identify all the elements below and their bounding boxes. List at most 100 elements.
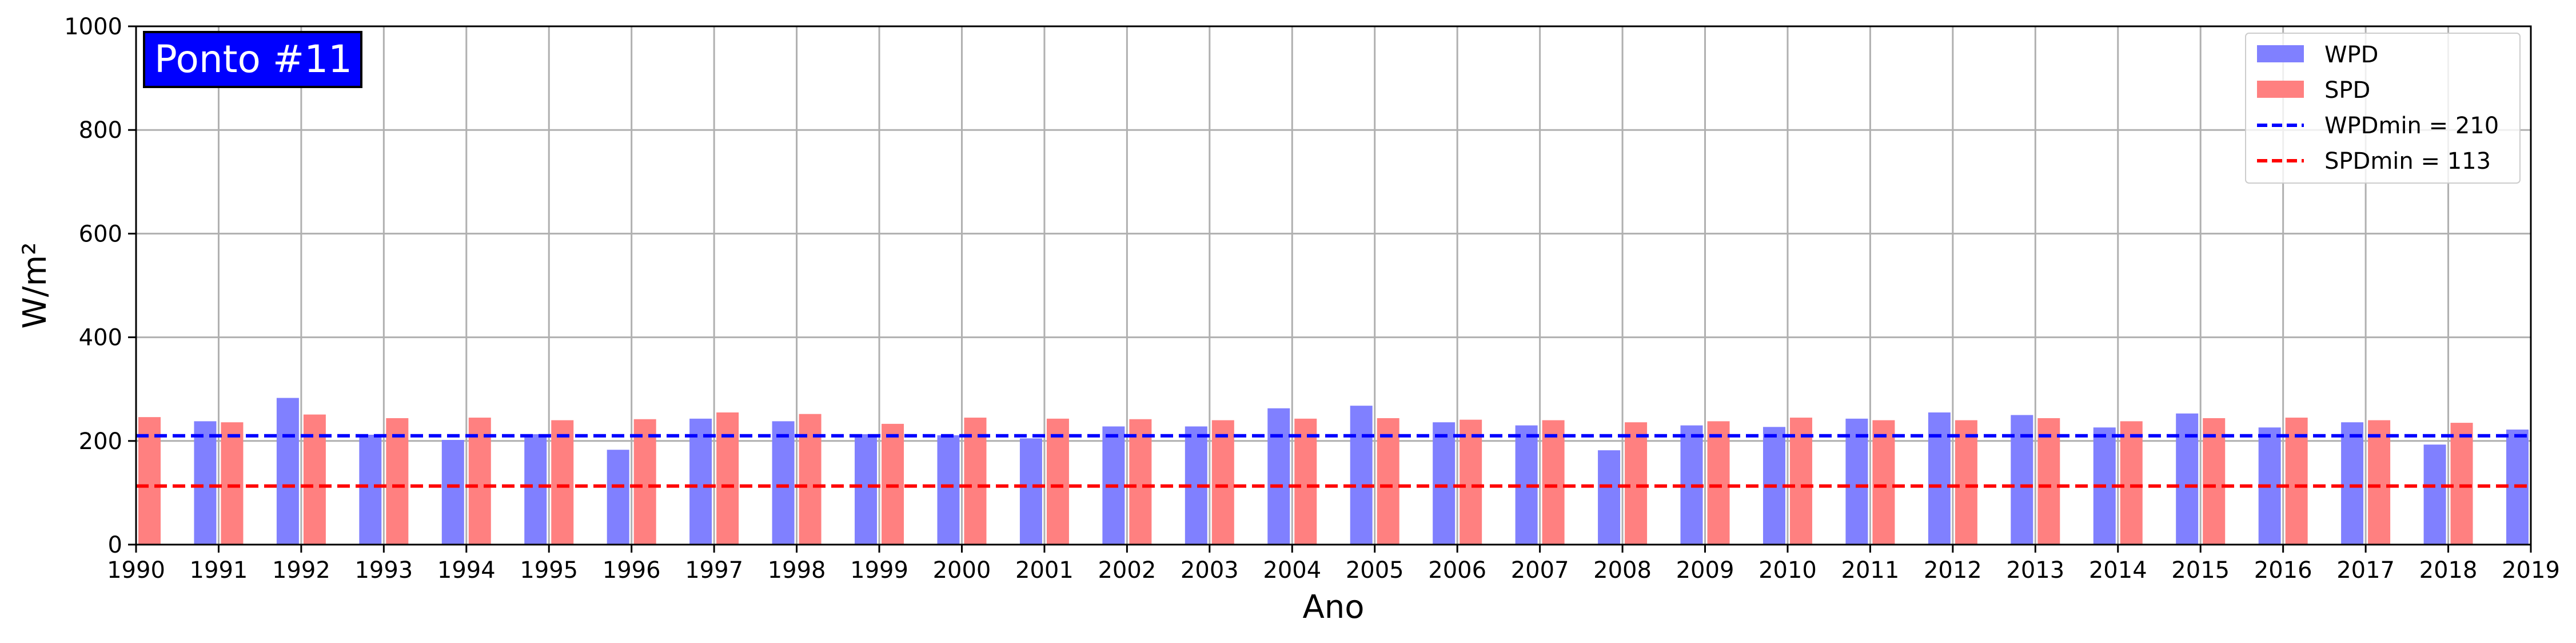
bar-wpd-1991 xyxy=(194,421,217,545)
legend-swatch-spd xyxy=(2257,81,2304,98)
bar-spd-1997 xyxy=(716,412,739,545)
plot-frame xyxy=(135,25,2532,546)
y-tick-label: 1000 xyxy=(64,14,122,40)
x-tick-label: 1998 xyxy=(768,557,826,584)
bar-spd-2013 xyxy=(2037,418,2060,545)
x-tick-label: 2017 xyxy=(2336,557,2395,584)
x-tick-label: 2019 xyxy=(2502,557,2560,584)
bar-spd-2011 xyxy=(1872,420,1895,545)
reference-lines xyxy=(136,434,2531,488)
x-tick-label: 2003 xyxy=(1181,557,1239,584)
bar-spd-1991 xyxy=(221,422,244,545)
x-tick-label: 2018 xyxy=(2419,557,2478,584)
bar-wpd-2005 xyxy=(1350,406,1373,545)
bar-wpd-1998 xyxy=(772,421,795,545)
bar-spd-2014 xyxy=(2120,421,2143,545)
y-tick-label: 400 xyxy=(79,325,122,351)
x-tick-label: 2012 xyxy=(1924,557,1982,584)
x-tick-label: 2013 xyxy=(2006,557,2064,584)
bar-spd-2007 xyxy=(1542,420,1565,545)
x-tick-label: 2010 xyxy=(1758,557,1817,584)
bar-spd-2017 xyxy=(2368,420,2391,545)
legend-swatch-wpd xyxy=(2257,45,2304,62)
x-tick-label: 2000 xyxy=(933,557,991,584)
bar-spd-2009 xyxy=(1707,421,1730,545)
x-tick-label: 2008 xyxy=(1593,557,1652,584)
bar-spd-2006 xyxy=(1460,419,1482,545)
bar-wpd-2018 xyxy=(2423,444,2446,545)
legend-label-wpd: WPD xyxy=(2324,42,2378,68)
legend: WPD SPD WPDmin = 210 SPDmin = 113 xyxy=(2245,33,2521,184)
bar-wpd-2008 xyxy=(1598,450,1621,545)
bar-spd-2010 xyxy=(1789,418,1812,545)
bar-spd-2005 xyxy=(1377,418,1399,545)
bar-spd-2015 xyxy=(2203,418,2226,545)
grid xyxy=(135,25,2532,546)
x-tick-label: 2004 xyxy=(1263,557,1321,584)
x-tick-label: 2006 xyxy=(1428,557,1486,584)
bar-wpd-1999 xyxy=(855,434,878,545)
bar-spd-1995 xyxy=(551,420,574,545)
bar-wpd-1992 xyxy=(276,398,299,545)
x-tick-label: 2007 xyxy=(1511,557,1569,584)
bar-wpd-1993 xyxy=(359,434,382,545)
x-tick-label: 2011 xyxy=(1841,557,1900,584)
bar-spd-1993 xyxy=(386,418,409,545)
bar-wpd-2017 xyxy=(2341,422,2364,545)
bar-spd-1994 xyxy=(468,418,491,545)
bar-wpd-1996 xyxy=(607,450,629,545)
x-tick-label: 1994 xyxy=(437,557,496,584)
y-axis-title: W/m² xyxy=(17,242,54,328)
bar-wpd-2015 xyxy=(2176,413,2199,545)
bar-wpd-2004 xyxy=(1267,408,1290,545)
legend-label-spd: SPD xyxy=(2324,77,2370,104)
bar-spd-2004 xyxy=(1294,418,1317,545)
y-tick-label: 800 xyxy=(79,117,122,144)
bar-wpd-2012 xyxy=(1928,412,1951,545)
bar-wpd-2001 xyxy=(1019,438,1042,545)
x-tick-label: 2002 xyxy=(1098,557,1156,584)
point-annotation: Ponto #11 xyxy=(143,31,362,88)
x-tick-label: 1999 xyxy=(850,557,908,584)
bar-wpd-2006 xyxy=(1433,422,1456,545)
x-tick-label: 2009 xyxy=(1676,557,1734,584)
bar-wpd-1995 xyxy=(524,434,547,545)
bar-spd-1990 xyxy=(138,417,161,545)
x-tick-label: 2014 xyxy=(2089,557,2147,584)
x-tick-label: 1996 xyxy=(603,557,661,584)
legend-box xyxy=(2245,33,2521,184)
x-axis-title: Ano xyxy=(1302,589,1364,626)
bar-wpd-2011 xyxy=(1845,418,1868,545)
bar-spd-2001 xyxy=(1046,418,1069,545)
bar-wpd-2000 xyxy=(937,435,960,545)
bar-wpd-1994 xyxy=(441,439,464,545)
x-tick-label: 1993 xyxy=(354,557,413,584)
bar-spd-1992 xyxy=(303,414,326,545)
y-tick-label: 0 xyxy=(108,532,122,558)
x-tick-label: 2015 xyxy=(2171,557,2230,584)
bar-spd-1999 xyxy=(882,423,904,545)
legend-label-spdmin: SPDmin = 113 xyxy=(2324,148,2491,174)
legend-label-wpdmin: WPDmin = 210 xyxy=(2324,113,2499,139)
x-tick-label: 2016 xyxy=(2254,557,2312,584)
x-tick-label: 2005 xyxy=(1346,557,1404,584)
bar-spd-2012 xyxy=(1955,420,1977,545)
annotation-box xyxy=(143,31,362,88)
bar-spd-2002 xyxy=(1129,419,1152,545)
bar-spd-1996 xyxy=(633,419,656,545)
bar-spd-2003 xyxy=(1211,420,1234,545)
x-tick-label: 1997 xyxy=(685,557,743,584)
annotation-text: Ponto #11 xyxy=(154,37,352,81)
x-tick-label: 1991 xyxy=(190,557,248,584)
bar-wpd-1997 xyxy=(689,418,712,545)
bar-spd-2018 xyxy=(2450,423,2473,545)
y-axis: 0 200 400 600 800 1000 xyxy=(64,14,136,558)
bars xyxy=(138,398,2529,545)
x-tick-label: 1990 xyxy=(107,557,165,584)
y-tick-label: 200 xyxy=(79,428,122,455)
bar-spd-2008 xyxy=(1625,422,1648,545)
bar-spd-1998 xyxy=(799,414,822,545)
x-tick-label: 1992 xyxy=(272,557,330,584)
y-tick-label: 600 xyxy=(79,221,122,247)
